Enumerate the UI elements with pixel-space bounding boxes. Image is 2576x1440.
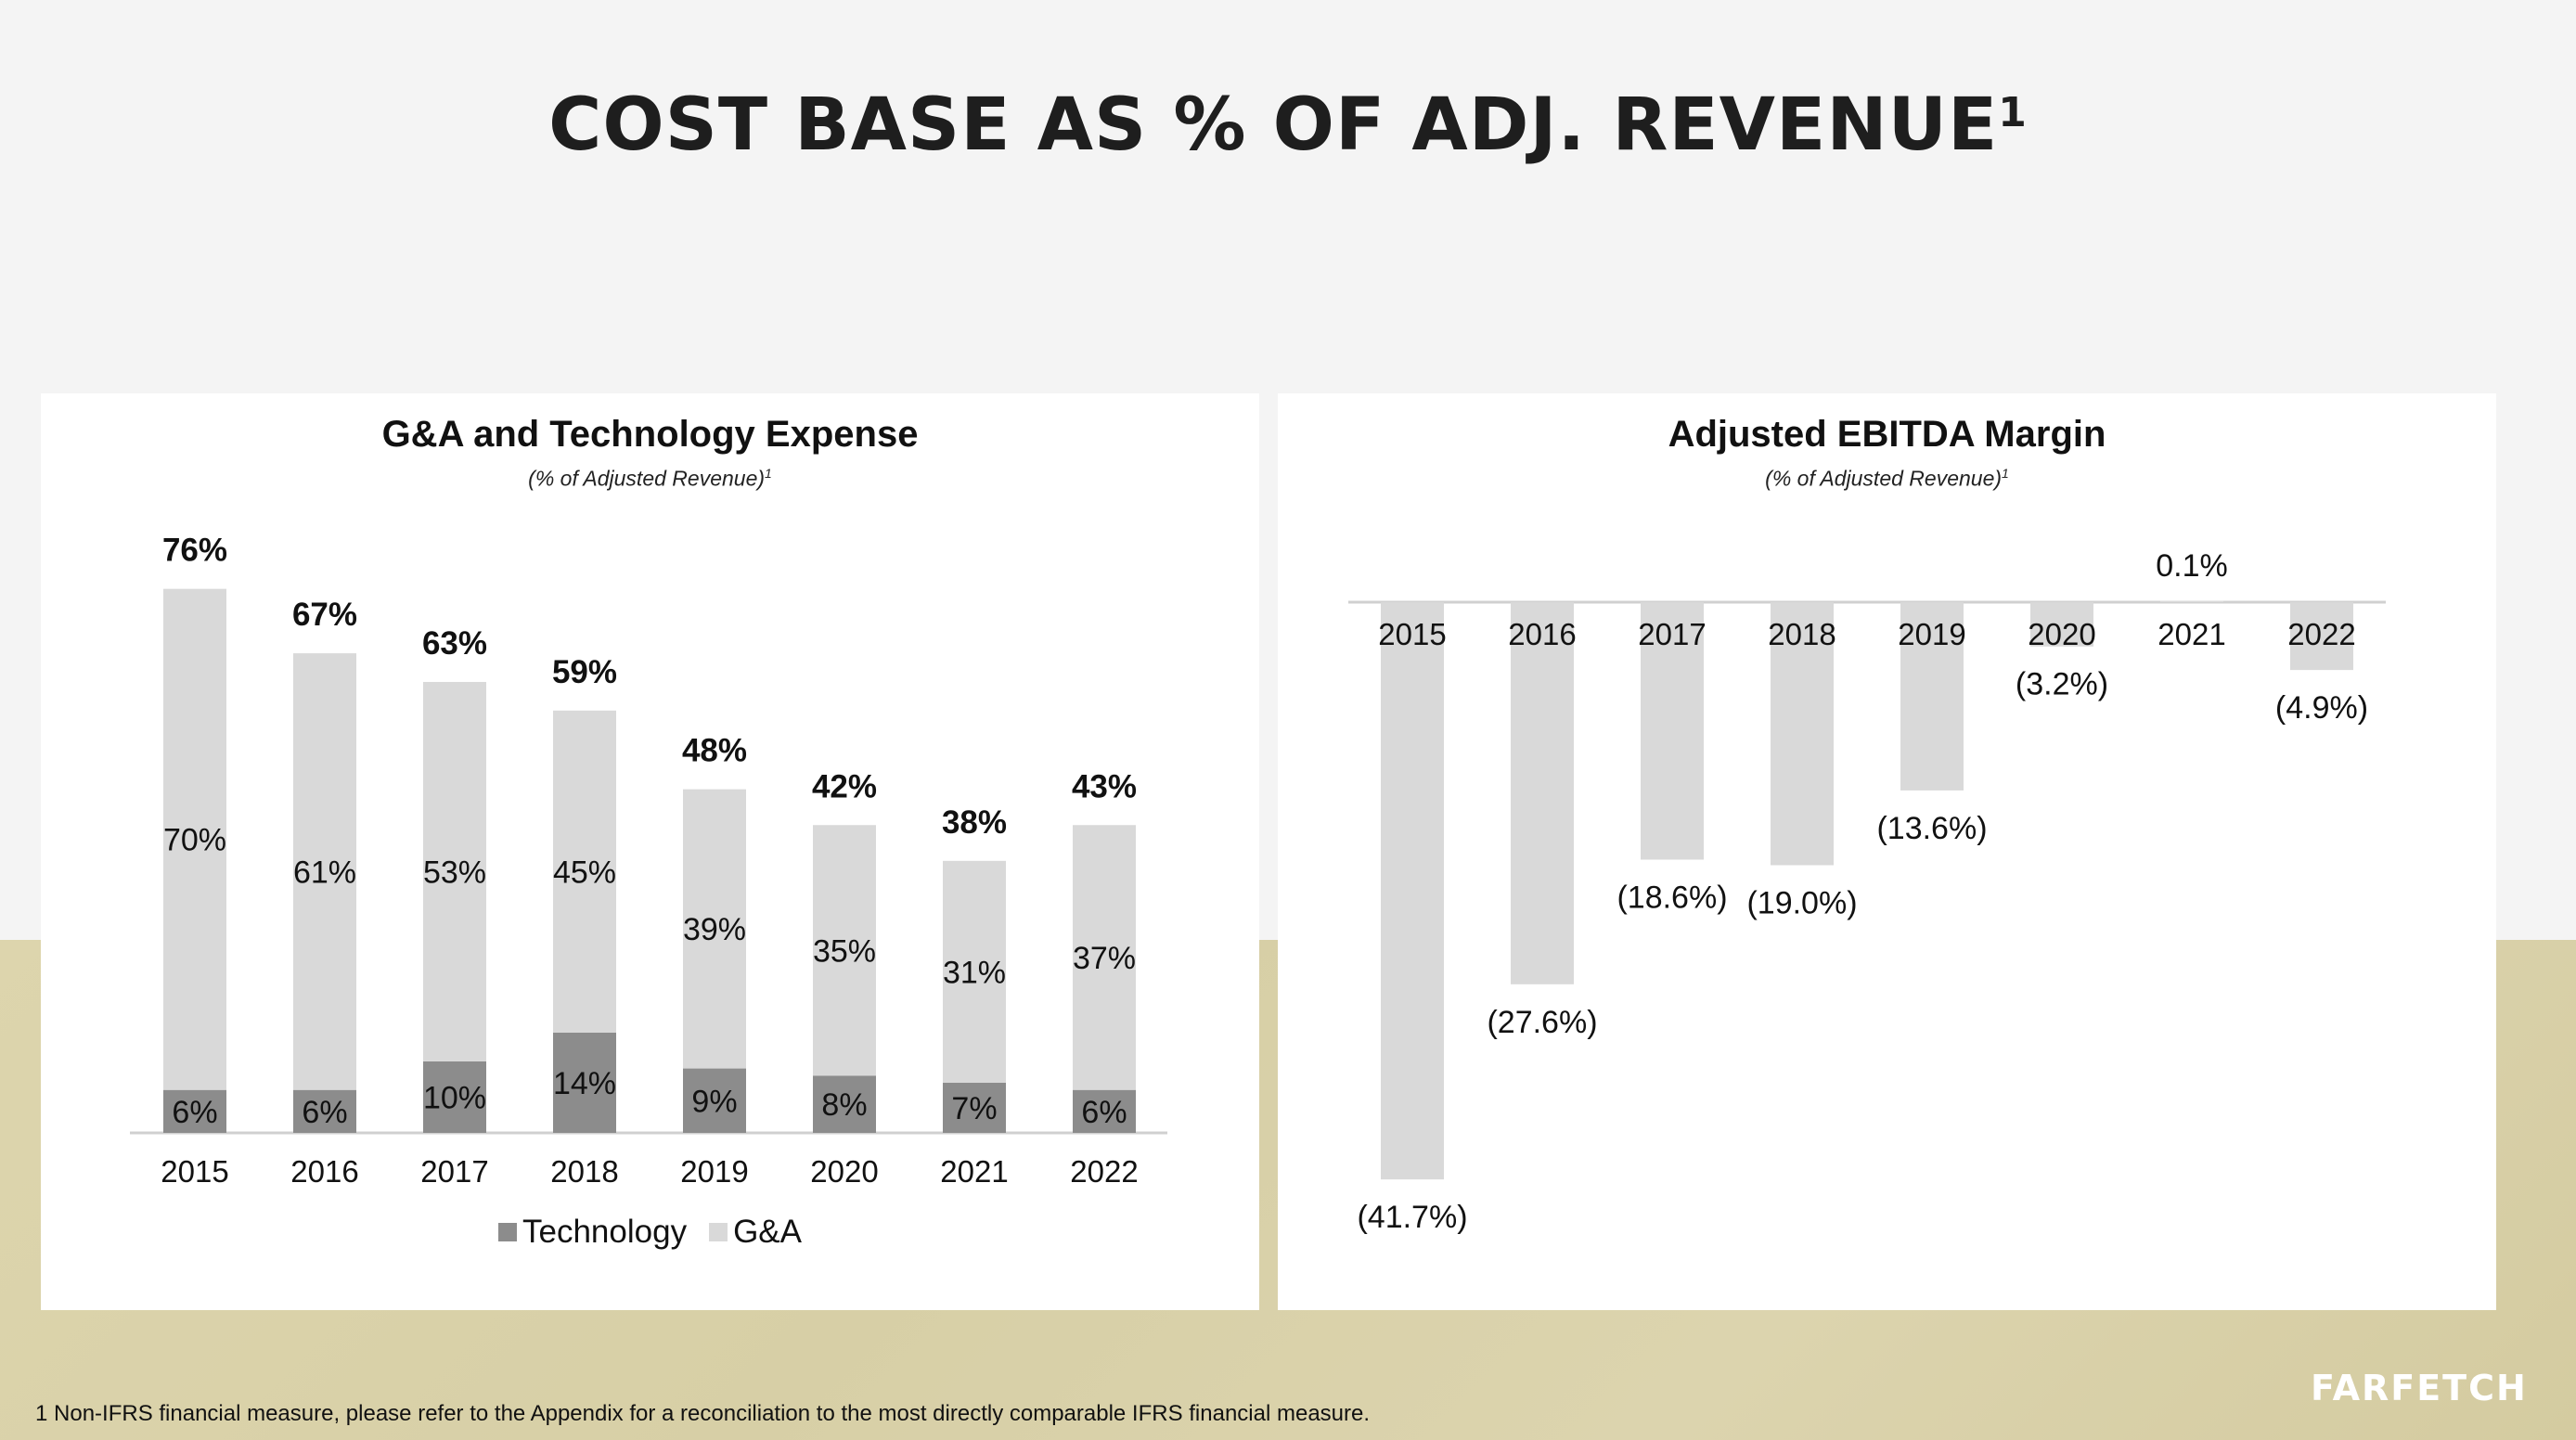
total-value-label: 42% [812,768,877,804]
chart-legend: Technology G&A [41,1214,1259,1251]
total-value-label: 48% [682,733,747,769]
ga-value-label: 70% [163,823,226,858]
technology-value-label: 14% [553,1066,616,1101]
ebitda-value-label: (27.6%) [1487,1005,1597,1040]
ebitda-margin-panel: Adjusted EBITDA Margin (% of Adjusted Re… [1278,393,2496,1310]
legend-item-ga: G&A [709,1214,802,1251]
ga-bar-2018 [553,710,616,1033]
legend-swatch-technology [498,1223,517,1241]
total-value-label: 59% [552,654,617,690]
legend-label-ga: G&A [733,1214,802,1250]
legend-swatch-ga [709,1223,728,1241]
total-value-label: 76% [162,533,227,569]
x-tick-label: 2020 [810,1154,878,1189]
ebitda-value-label: (4.9%) [2275,690,2368,726]
technology-bar-2016 [293,1089,356,1133]
ebitda-value-label: (18.6%) [1616,881,1727,916]
ebitda-value-label: (19.0%) [1746,885,1857,920]
ga-bar-2016 [293,653,356,1090]
ga-technology-chart: 6% 70% 76% 2015 6% 61% 67% 2016 10% 53% 63% 2017 14%… [130,533,1167,1189]
ga-value-label: 45% [553,855,616,890]
x-tick-label: 2015 [161,1154,228,1189]
x-tick-label: 2019 [1898,617,1965,651]
x-tick-label: 2017 [1638,617,1706,651]
total-value-label: 43% [1072,768,1137,804]
ga-value-label: 53% [423,855,486,890]
x-tick-label: 2016 [1508,617,1576,651]
ebitda-bar-2019 [1900,602,1964,791]
ebitda-bar-2020 [2030,602,2093,647]
total-value-label: 38% [942,804,1007,841]
ga-bar-2019 [683,789,746,1069]
technology-value-label: 6% [172,1095,217,1130]
ga-bar-2015 [163,588,226,1090]
technology-value-label: 9% [691,1084,737,1119]
ebitda-value-label: 0.1% [2156,548,2228,584]
page-title: COST BASE AS % OF ADJ. REVENUE1 [548,84,2028,167]
technology-value-label: 6% [1081,1095,1127,1130]
ga-technology-chart-subtitle: (% of Adjusted Revenue)1 [528,466,772,491]
legend-item-technology: Technology [498,1214,687,1251]
ebitda-bar-2018 [1771,602,1834,866]
ebitda-value-label: (3.2%) [2016,667,2108,702]
ebitda-value-label: (41.7%) [1357,1200,1467,1235]
technology-value-label: 7% [951,1091,997,1126]
x-tick-label: 2016 [290,1154,358,1189]
ebitda-value-label: (13.6%) [1876,811,1987,846]
ebitda-bar-2021 [2160,600,2223,602]
x-tick-label: 2017 [420,1154,488,1189]
ga-value-label: 61% [293,855,356,890]
ebitda-bar-2016 [1511,602,1574,984]
ebitda-bar-2015 [1381,602,1444,1180]
footnote: 1 Non-IFRS financial measure, please ref… [35,1401,1371,1426]
x-tick-label: 2015 [1378,617,1446,651]
x-tick-label: 2021 [2157,617,2225,651]
total-value-label: 67% [292,597,357,633]
technology-bar-2017 [423,1061,486,1133]
ebitda-bar-2022 [2290,602,2353,671]
ebitda-chart-subtitle: (% of Adjusted Revenue)1 [1765,466,2009,491]
legend-label-technology: Technology [522,1214,688,1250]
ga-value-label: 31% [943,955,1006,990]
ebitda-margin-chart: (41.7%) 2015 (27.6%) 2016 (18.6%) 2017 (19.0%)… [1348,548,2386,1235]
total-value-label: 63% [422,625,487,662]
technology-value-label: 6% [302,1095,347,1130]
technology-bar-2015 [163,1089,226,1133]
x-tick-label: 2019 [680,1154,748,1189]
ga-bar-2021 [943,860,1006,1083]
x-tick-label: 2022 [2287,617,2355,651]
technology-value-label: 8% [821,1087,867,1123]
technology-bar-2018 [553,1032,616,1133]
ga-value-label: 35% [813,933,876,969]
ga-technology-panel: G&A and Technology Expense (% of Adjuste… [41,393,1259,1310]
ebitda-bar-2017 [1641,602,1704,860]
x-tick-label: 2021 [940,1154,1008,1189]
technology-bar-2022 [1073,1089,1136,1133]
ga-technology-chart-title: G&A and Technology Expense [381,414,919,455]
ga-bar-2017 [423,681,486,1061]
ga-value-label: 39% [683,912,746,947]
ga-bar-2022 [1073,825,1136,1090]
farfetch-logo: FARFETCH [2311,1368,2528,1408]
x-tick-label: 2022 [1070,1154,1138,1189]
technology-bar-2021 [943,1082,1006,1133]
ebitda-chart-title: Adjusted EBITDA Margin [1668,414,2106,455]
x-tick-label: 2018 [1768,617,1835,651]
ga-value-label: 37% [1073,941,1136,976]
technology-bar-2019 [683,1068,746,1133]
x-tick-label: 2018 [550,1154,618,1189]
ga-bar-2020 [813,825,876,1076]
technology-bar-2020 [813,1075,876,1133]
technology-value-label: 10% [423,1080,486,1115]
x-tick-label: 2020 [2028,617,2095,651]
